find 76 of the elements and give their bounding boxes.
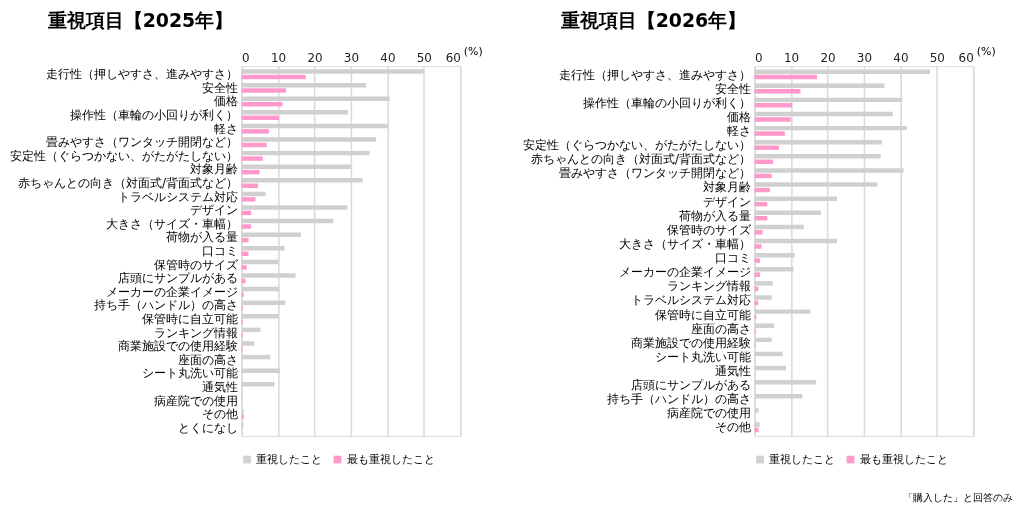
y-tick-label: 畳みやすさ（ワンタッチ開閉など） <box>559 166 752 181</box>
legend-label: 最も重視したこと <box>859 452 948 466</box>
y-tick-label: 店頭にサンプルがある <box>118 271 239 286</box>
x-axis-title: (%) <box>463 44 483 58</box>
y-tick-label: 軽さ <box>214 121 239 136</box>
y-tick-label: 走行性（押しやすさ、進みやすさ） <box>46 67 239 82</box>
y-tick-label: 軽さ <box>727 124 752 139</box>
y-tick-label: メーカーの企業イメージ <box>106 284 239 299</box>
y-tick-label: 座面の高さ <box>691 321 752 336</box>
y-tick-label: シート丸洗い可能 <box>655 349 752 364</box>
y-tick-label: 安定性（ぐらつかない、がたがたしない） <box>523 138 752 153</box>
y-tick-label: 安全性 <box>202 80 239 95</box>
x-tick-label: 0 <box>242 50 250 65</box>
y-tick-label: 店頭にサンプルがある <box>631 378 752 393</box>
y-tick-label: 安定性（ぐらつかない、がたがたしない） <box>10 148 239 163</box>
legend-label: 重視したこと <box>769 452 836 466</box>
y-tick-label: ランキング情報 <box>667 279 752 294</box>
x-tick-label: 60 <box>445 50 461 65</box>
y-tick-label: 持ち手（ハンドル）の高さ <box>94 298 239 313</box>
y-tick-label: 保管時のサイズ <box>154 257 240 272</box>
x-tick-label: 50 <box>416 50 432 65</box>
y-tick-label: 操作性（車輪の小回りが利く） <box>70 108 239 123</box>
y-tick-label: 口コミ <box>715 251 752 266</box>
x-tick-label: 50 <box>929 50 945 65</box>
y-tick-label: 価格 <box>727 109 752 124</box>
y-tick-label: 荷物が入る量 <box>166 230 239 245</box>
x-tick-label: 10 <box>270 50 287 65</box>
legend-label: 重視したこと <box>256 452 323 466</box>
y-tick-label: 荷物が入る量 <box>679 208 752 223</box>
y-tick-label: 走行性（押しやすさ、進みやすさ） <box>559 67 752 82</box>
y-tick-label: 通気性 <box>202 379 239 394</box>
chart-title: 重視項目【2025年】 <box>46 9 234 32</box>
y-tick-label: 商業施設での使用経験 <box>631 335 752 350</box>
y-tick-label: 持ち手（ハンドル）の高さ <box>607 392 752 407</box>
y-tick-label: 赤ちゃんとの向き（対面式/背面式など） <box>531 152 752 167</box>
y-tick-label: 赤ちゃんとの向き（対面式/背面式など） <box>18 176 239 191</box>
y-tick-label: 保管時に自立可能 <box>655 307 752 322</box>
y-tick-label: 保管時に自立可能 <box>142 311 239 326</box>
y-tick-label: 口コミ <box>202 244 239 258</box>
y-tick-label: 座面の高さ <box>178 352 239 367</box>
y-tick-label: 対象月齢 <box>190 162 239 177</box>
x-tick-label: 60 <box>958 50 974 65</box>
y-tick-label: 大きさ（サイズ・車幅） <box>106 216 239 231</box>
y-tick-label: とくになし <box>178 420 239 435</box>
y-tick-label: メーカーの企業イメージ <box>619 265 752 280</box>
legend-label: 最も重視したこと <box>346 452 435 466</box>
x-tick-label: 10 <box>783 50 800 65</box>
y-tick-label: ランキング情報 <box>154 325 239 340</box>
y-tick-label: 商業施設での使用経験 <box>118 339 239 354</box>
x-tick-label: 40 <box>380 50 396 65</box>
y-tick-label: 病産院での使用 <box>154 393 239 408</box>
text: 「購入した」と回答のみ <box>903 491 1014 503</box>
y-tick-label: 操作性（車輪の小回りが利く） <box>583 95 752 110</box>
y-tick-label: 安全性 <box>715 81 752 96</box>
y-tick-label: デザイン <box>190 203 239 218</box>
y-tick-label: その他 <box>715 420 752 435</box>
x-tick-label: 30 <box>856 50 873 65</box>
y-tick-label: 価格 <box>214 94 239 109</box>
y-tick-label: シート丸洗い可能 <box>142 366 239 381</box>
x-axis-title: (%) <box>976 44 996 58</box>
y-tick-label: 畳みやすさ（ワンタッチ開閉など） <box>46 135 239 150</box>
y-tick-label: 大きさ（サイズ・車幅） <box>619 236 752 251</box>
x-tick-label: 20 <box>820 50 836 65</box>
x-tick-label: 0 <box>755 50 763 65</box>
y-tick-label: デザイン <box>703 194 752 209</box>
x-tick-label: 40 <box>893 50 909 65</box>
y-tick-label: 対象月齢 <box>703 180 752 195</box>
x-tick-label: 30 <box>343 50 360 65</box>
y-tick-label: 病産院での使用 <box>667 406 752 421</box>
y-tick-label: 保管時のサイズ <box>667 222 753 237</box>
y-tick-label: 通気性 <box>715 363 752 378</box>
y-tick-label: トラベルシステム対応 <box>631 293 752 308</box>
x-tick-label: 20 <box>307 50 323 65</box>
y-tick-label: トラベルシステム対応 <box>118 189 239 204</box>
y-tick-label: その他 <box>202 407 239 422</box>
chart-title: 重視項目【2026年】 <box>559 9 747 32</box>
